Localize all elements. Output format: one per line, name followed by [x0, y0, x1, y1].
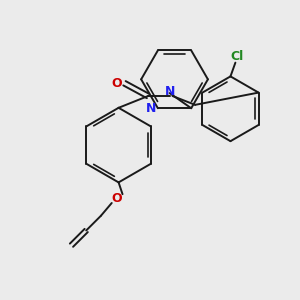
Text: O: O	[111, 77, 122, 90]
Text: N: N	[164, 85, 175, 98]
Text: O: O	[111, 192, 122, 205]
Text: N: N	[146, 102, 156, 115]
Text: Cl: Cl	[231, 50, 244, 63]
